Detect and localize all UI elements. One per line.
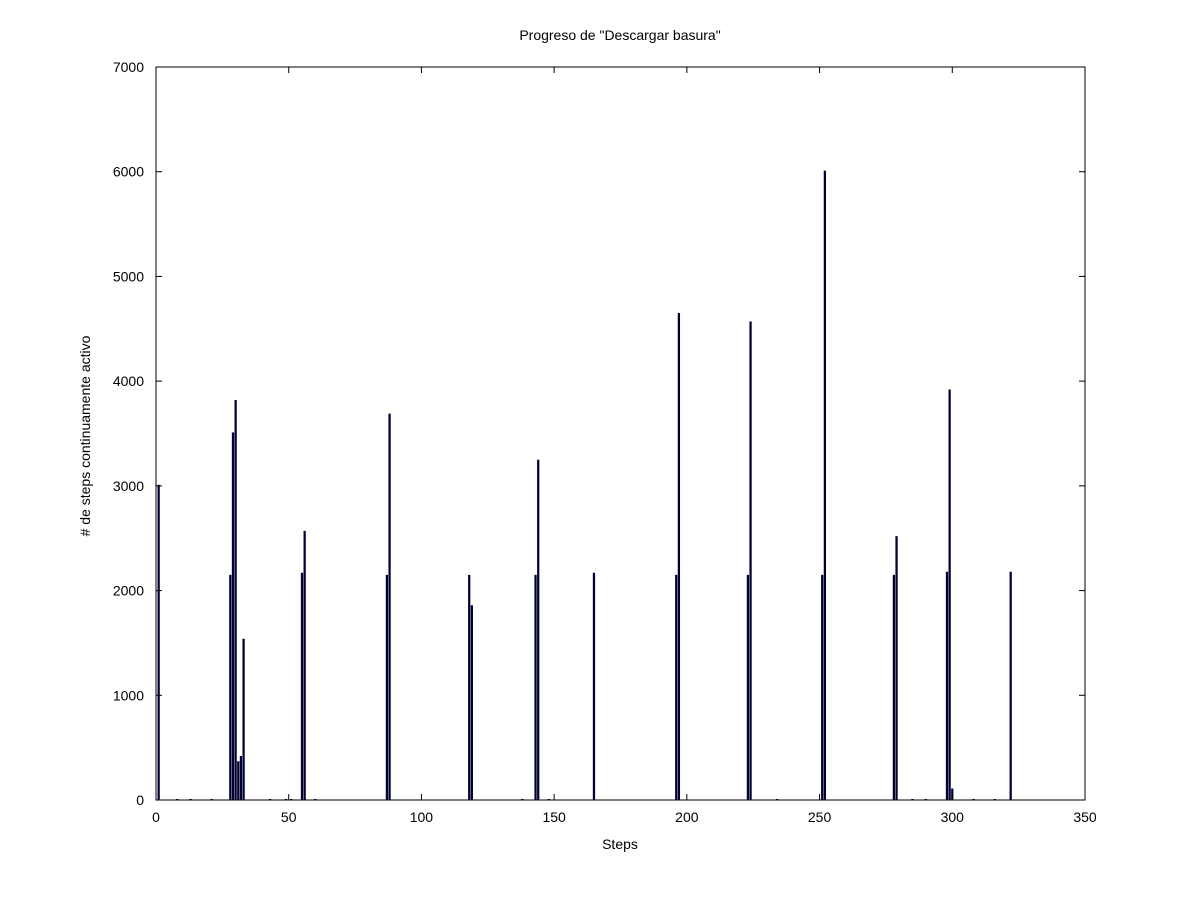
y-tick-label: 5000 bbox=[113, 268, 144, 284]
x-axis-label: Steps bbox=[602, 836, 638, 852]
x-tick-label: 200 bbox=[675, 809, 699, 825]
x-tick-label: 300 bbox=[941, 809, 965, 825]
bar bbox=[821, 574, 824, 800]
y-axis-label: # de steps continuamente activo bbox=[77, 335, 93, 537]
bar bbox=[385, 574, 389, 800]
bar bbox=[895, 536, 898, 800]
bar bbox=[388, 413, 391, 800]
bar bbox=[911, 798, 914, 800]
bar bbox=[993, 798, 996, 800]
y-tick-label: 2000 bbox=[113, 583, 144, 599]
bar bbox=[470, 605, 473, 800]
bar bbox=[242, 638, 245, 800]
bar bbox=[892, 574, 896, 800]
bar bbox=[547, 798, 550, 800]
bar bbox=[303, 530, 306, 800]
bar bbox=[775, 798, 779, 800]
bar bbox=[284, 798, 288, 800]
y-tick-label: 1000 bbox=[113, 687, 144, 703]
bar bbox=[972, 798, 975, 800]
bar bbox=[231, 432, 235, 800]
x-tick-label: 350 bbox=[1073, 809, 1097, 825]
bar bbox=[210, 798, 213, 800]
bar bbox=[468, 574, 471, 800]
x-tick-label: 150 bbox=[542, 809, 566, 825]
y-tick-label: 4000 bbox=[113, 373, 144, 389]
bar bbox=[746, 574, 750, 800]
bar bbox=[1009, 571, 1012, 800]
y-tick-label: 7000 bbox=[113, 59, 144, 75]
bar bbox=[300, 572, 304, 800]
bar bbox=[948, 389, 951, 800]
x-tick-label: 100 bbox=[410, 809, 434, 825]
bar bbox=[924, 798, 927, 800]
plot-frame bbox=[155, 66, 1086, 801]
bar bbox=[176, 798, 179, 800]
bar bbox=[234, 399, 237, 800]
y-tick-label: 6000 bbox=[113, 164, 144, 180]
bar bbox=[269, 798, 272, 800]
bar bbox=[521, 798, 524, 800]
bar bbox=[534, 574, 537, 800]
bar bbox=[239, 756, 243, 800]
y-tick-label: 3000 bbox=[113, 478, 144, 494]
x-tick-label: 250 bbox=[808, 809, 832, 825]
bar bbox=[823, 170, 827, 801]
x-tick-label: 50 bbox=[281, 809, 297, 825]
bar bbox=[749, 321, 752, 800]
bar bbox=[237, 761, 240, 800]
bar bbox=[189, 798, 192, 800]
chart-title: Progreso de "Descargar basura" bbox=[519, 27, 721, 43]
bar bbox=[229, 574, 232, 800]
bar bbox=[945, 571, 949, 800]
bar bbox=[675, 574, 678, 800]
x-tick-label: 0 bbox=[152, 809, 160, 825]
y-tick-label: 0 bbox=[136, 792, 144, 808]
bar bbox=[290, 798, 293, 800]
bar bbox=[314, 798, 317, 800]
bar bbox=[677, 313, 681, 800]
bar bbox=[592, 572, 596, 800]
bar bbox=[157, 484, 160, 800]
bar bbox=[537, 459, 540, 800]
